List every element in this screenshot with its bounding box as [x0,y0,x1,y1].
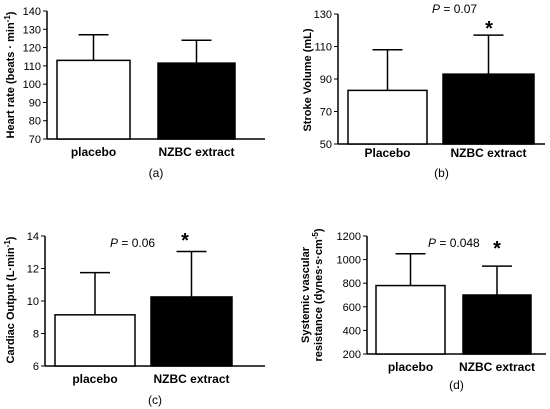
y-axis-label-main: Stroke Volume (mL) [302,28,314,131]
chart-panel-1: 70 80 90 100 110 120 130 140 placebo NZBC extract… [3,6,265,180]
p-letter: P [110,236,118,250]
y-axis-label-sup: -1 [3,240,12,248]
y-tick-label: 8 [33,329,39,341]
y-axis-label-sup: -1 [3,15,12,23]
y-tick-label: 120 [23,43,41,55]
y-axis-label-tail: ) [5,236,17,240]
category-label: placebo [72,372,117,386]
category-label: placebo [388,360,433,374]
y-tick-label: 70 [320,107,332,119]
bar [157,62,236,140]
y-tick-label: 140 [23,6,41,18]
y-axis-label-main: resistance (dynes·s·cm [313,239,325,361]
y-tick-label: 1000 [337,255,361,267]
y-axis-label: Stroke Volume (mL) [302,28,314,131]
p-letter: P [428,236,436,250]
y-axis-label-line1: Systemic vascular [300,246,312,343]
panel-label: (d) [449,378,464,392]
p-value: = 0.06 [118,236,155,250]
category-label: NZBC extract [158,145,234,159]
y-tick-label: 100 [23,79,41,91]
y-axis-label: resistance (dynes·s·cm-5) [311,228,325,361]
y-tick-label: 400 [343,325,361,337]
category-label: placebo [71,145,116,159]
y-axis-label-main: Heart rate (beats · min [5,22,17,138]
y-axis-label: Heart rate (beats · min-1) [3,11,17,138]
y-tick-label: 10 [27,296,39,308]
p-value-annotation: P = 0.048 [428,236,480,250]
p-value-annotation: P = 0.07 [432,2,477,16]
panel-label: (b) [434,166,449,180]
y-tick-label: 600 [343,302,361,314]
y-tick-label: 12 [27,264,39,276]
y-tick-label: 110 [23,61,41,73]
category-label: NZBC extract [450,146,526,160]
chart-panel-4: 200 400 600 800 1000 1200 placebo NZBC extract r… [300,228,546,392]
significance-star: * [493,238,501,260]
chart-panel-3: 6 8 10 12 14 placebo NZBC extract Cardiac Outpu… [3,230,265,407]
category-label: Placebo [364,146,410,160]
category-label: NZBC extract [153,372,229,386]
y-axis-label-sup: -5 [311,232,320,240]
p-value: = 0.048 [436,236,480,250]
bar [56,59,131,140]
y-tick-label: 1200 [337,231,361,243]
y-tick-label: 90 [320,74,332,86]
bar [442,73,535,145]
y-tick-label: 130 [23,24,41,36]
category-label: NZBC extract [459,360,535,374]
y-axis-label: Cardiac Output (L·min-1) [3,236,17,363]
p-value-annotation: P = 0.06 [110,236,155,250]
chart-panel-2: 50 70 90 110 130 Placebo NZBC extract Stroke Vo… [302,2,545,180]
y-tick-label: 70 [29,134,41,146]
y-axis-label-tail: ) [313,228,325,232]
y-tick-label: 80 [29,116,41,128]
y-axis-label-tail: ) [5,11,17,15]
bar [462,294,532,355]
y-tick-label: 110 [314,42,332,54]
y-tick-label: 90 [29,97,41,109]
y-axis-label-main: Cardiac Output (L·min [5,247,17,363]
significance-star: * [181,230,189,252]
y-tick-label: 14 [27,231,39,243]
y-tick-label: 50 [320,139,332,151]
p-letter: P [432,2,440,16]
significance-star: * [485,18,493,40]
bar [347,89,428,145]
p-value: = 0.07 [440,2,477,16]
y-tick-label: 6 [33,361,39,373]
bar [375,284,446,355]
bar [150,296,233,367]
y-tick-label: 130 [314,9,332,21]
panel-label: (c) [148,393,162,407]
y-tick-label: 200 [343,349,361,361]
y-tick-label: 800 [343,278,361,290]
bar [54,314,136,367]
panel-label: (a) [149,166,164,180]
